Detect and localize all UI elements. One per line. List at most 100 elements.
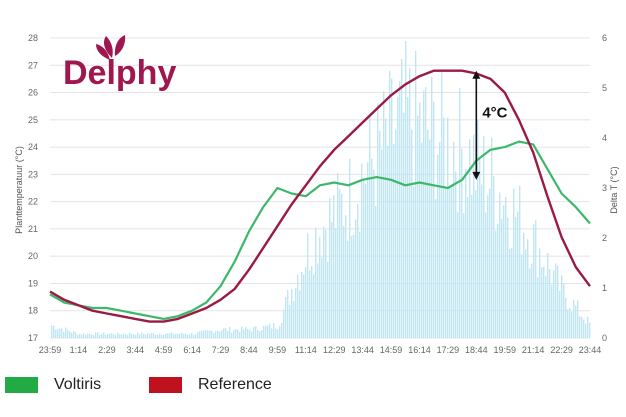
delta-t-bar bbox=[457, 212, 459, 338]
delta-t-bar bbox=[103, 332, 105, 338]
delta-t-bar bbox=[425, 87, 427, 338]
delta-t-bar bbox=[485, 212, 487, 338]
delta-t-bar bbox=[95, 332, 97, 338]
delta-t-bar bbox=[101, 333, 103, 338]
delta-t-bar bbox=[581, 316, 583, 338]
delta-t-bar bbox=[143, 333, 145, 338]
delta-t-bar bbox=[201, 330, 203, 338]
delta-t-bar bbox=[537, 277, 539, 338]
delta-t-bar bbox=[227, 330, 229, 338]
y-tick-label-6: 23 bbox=[28, 169, 38, 179]
delta-t-bar bbox=[55, 329, 57, 338]
y-tick-label-0: 17 bbox=[28, 333, 38, 343]
legend-label-voltiris: Voltiris bbox=[54, 376, 102, 393]
delta-t-bar bbox=[141, 332, 143, 338]
delta-t-bar bbox=[71, 332, 73, 338]
x-tick-label-10: 12:29 bbox=[323, 345, 346, 355]
delta-t-bar bbox=[547, 253, 549, 338]
delta-t-bar bbox=[349, 158, 351, 338]
delta-t-bar bbox=[387, 145, 389, 338]
delta-t-bar bbox=[281, 323, 283, 338]
delta-t-bar bbox=[481, 184, 483, 338]
delta-t-bar bbox=[167, 333, 169, 338]
delta-t-bar bbox=[327, 261, 329, 338]
delta-t-bar bbox=[449, 188, 451, 338]
delta-t-bar bbox=[503, 205, 505, 338]
delta-t-bar bbox=[307, 232, 309, 338]
delta-t-bar bbox=[567, 309, 569, 338]
delta-t-bar bbox=[347, 240, 349, 338]
legend: Voltiris Reference bbox=[0, 372, 626, 412]
delta-t-bar bbox=[533, 224, 535, 338]
x-axis-ticks: 23:59 1:14 2:29 3:44 4:59 6:14 7:29 8:44 9:59 11:… bbox=[39, 345, 602, 355]
delta-t-bar bbox=[321, 257, 323, 338]
delta-t-bar bbox=[113, 334, 115, 338]
delta-t-bar bbox=[331, 221, 333, 338]
delta-t-bar bbox=[287, 289, 289, 338]
delta-t-bar bbox=[351, 235, 353, 338]
delta-t-bar bbox=[589, 322, 591, 338]
delta-t-bar bbox=[311, 265, 313, 338]
delta-t-bar bbox=[369, 114, 371, 338]
delta-t-bar bbox=[191, 333, 193, 338]
annotation-arrowhead-bottom bbox=[472, 171, 481, 180]
y2-tick-label-2: 2 bbox=[602, 233, 607, 243]
delta-t-bar bbox=[465, 168, 467, 338]
delta-t-bar bbox=[563, 283, 565, 338]
delta-t-bar bbox=[125, 334, 127, 338]
delta-t-bar bbox=[569, 307, 571, 338]
series-lines bbox=[49, 69, 591, 323]
delta-t-bar bbox=[411, 129, 413, 338]
delta-t-bar bbox=[303, 274, 305, 338]
delta-t-bar bbox=[239, 331, 241, 338]
x-tick-label-15: 18:44 bbox=[465, 345, 488, 355]
delta-t-bar bbox=[417, 115, 419, 338]
delta-t-bar bbox=[249, 329, 251, 338]
delta-t-bar bbox=[207, 330, 209, 338]
delta-t-bar bbox=[445, 188, 447, 338]
delta-t-bar bbox=[323, 226, 325, 338]
delta-t-bar bbox=[283, 309, 285, 338]
delta-t-bar bbox=[99, 334, 101, 338]
delta-t-bar bbox=[401, 58, 403, 339]
delta-t-bar bbox=[169, 333, 171, 338]
x-tick-label-12: 14:59 bbox=[380, 345, 403, 355]
delta-t-bar bbox=[241, 326, 243, 338]
x-tick-label-11: 13:44 bbox=[351, 345, 374, 355]
delta-t-bar bbox=[477, 119, 479, 338]
delta-t-bar bbox=[153, 333, 155, 338]
delta-t-bar bbox=[279, 325, 281, 338]
delta-t-bar bbox=[147, 333, 149, 338]
legend-item-reference: Reference bbox=[149, 376, 272, 394]
delta-t-bar bbox=[471, 194, 473, 338]
delta-t-bar bbox=[163, 335, 165, 338]
delta-t-bar bbox=[173, 334, 175, 338]
y-tick-label-4: 21 bbox=[28, 224, 38, 234]
delta-t-bar bbox=[171, 332, 173, 338]
delta-t-bar bbox=[285, 296, 287, 338]
delta-t-bar bbox=[359, 231, 361, 338]
delta-t-bar bbox=[183, 333, 185, 338]
delta-t-bar bbox=[513, 188, 515, 338]
delta-t-bar bbox=[185, 333, 187, 338]
delta-t-bar bbox=[177, 333, 179, 338]
delta-t-bar bbox=[355, 219, 357, 338]
delta-t-bar bbox=[329, 197, 331, 338]
series-line-reference bbox=[49, 69, 591, 323]
legend-swatch-voltiris bbox=[5, 377, 38, 393]
delta-t-bar bbox=[361, 163, 363, 338]
delta-t-bar bbox=[273, 323, 275, 338]
delta-t-bar bbox=[257, 329, 259, 338]
delta-t-bar bbox=[237, 329, 239, 338]
delta-t-bar bbox=[293, 300, 295, 338]
delta-t-bar bbox=[333, 195, 335, 338]
delta-t-bar bbox=[475, 189, 477, 338]
delta-t-bar bbox=[89, 333, 91, 338]
delta-t-bar bbox=[549, 269, 551, 338]
delta-t-bar bbox=[59, 328, 61, 338]
y2-tick-label-6: 6 bbox=[602, 33, 607, 43]
delta-t-bar bbox=[123, 333, 125, 338]
delta-t-bar bbox=[505, 197, 507, 338]
delta-t-bar bbox=[259, 331, 261, 338]
